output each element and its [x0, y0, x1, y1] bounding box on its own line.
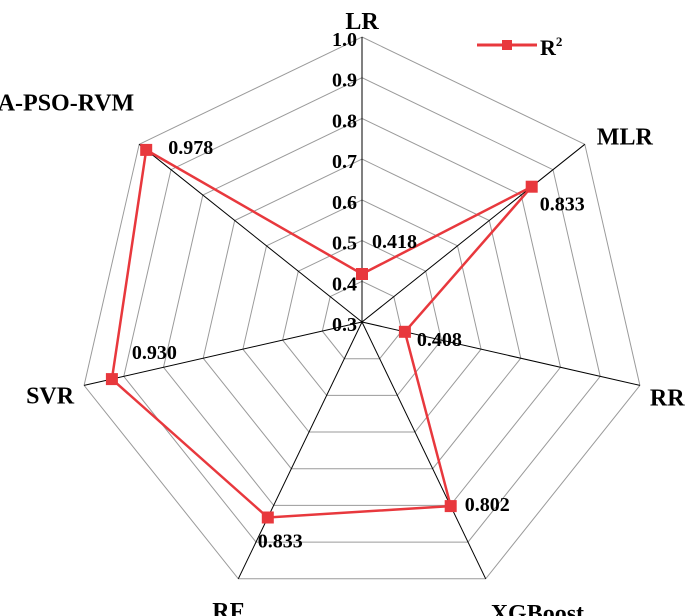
value-label-rr: 0.408: [417, 329, 462, 351]
legend-series-name: R: [540, 35, 557, 60]
value-label-rf: 0.833: [258, 531, 303, 553]
tick-label: 0.9: [332, 70, 357, 92]
category-label-svr: SVR: [26, 383, 75, 409]
spoke-rf: [237, 321, 363, 580]
data-point-rf: [261, 511, 274, 524]
spoke-xgboost: [361, 321, 487, 580]
legend: R2: [477, 34, 562, 60]
category-label-mlr: MLR: [597, 124, 654, 150]
data-point-svr: [105, 373, 118, 386]
data-point-mlr: [525, 180, 538, 193]
value-label-mlr: 0.833: [540, 194, 585, 216]
tick-label: 0.8: [332, 110, 357, 132]
tick-label: 0.7: [332, 151, 357, 173]
legend-marker: [502, 40, 512, 50]
grid-ring-0.5: [282, 240, 442, 396]
spoke-svr: [83, 321, 363, 386]
category-label-xgboost: XGBoost: [491, 601, 584, 616]
grid-ring-1.0: [83, 36, 641, 580]
tick-layer: 0.3 0.4 0.5 0.6 0.7 0.8 0.9 1.0: [332, 29, 357, 336]
grid-ring-0.8: [162, 117, 562, 506]
category-label-pca-pso-rvm: PCA-PSO-RVM: [0, 90, 134, 116]
tick-label: 0.3: [332, 314, 357, 336]
tick-label: 0.4: [332, 273, 357, 295]
spoke-layer: [83, 37, 641, 580]
data-point-xgboost: [444, 500, 457, 513]
value-label-svr: 0.930: [132, 342, 177, 364]
grid-ring-0.7: [202, 158, 522, 470]
tick-label: 0.6: [332, 192, 357, 214]
legend-series-superscript: 2: [556, 34, 563, 49]
data-point-rr: [398, 325, 411, 338]
grid-ring-0.9: [123, 77, 601, 543]
category-label-rr: RR: [650, 385, 685, 411]
grid-ring-0.6: [242, 199, 482, 433]
data-point-pca-pso-rvm: [140, 143, 153, 156]
value-label-xgboost: 0.802: [465, 494, 510, 516]
tick-label: 1.0: [332, 29, 357, 51]
data-point-lr: [356, 268, 368, 280]
category-label-lr: LR: [345, 9, 379, 35]
category-labels: LR MLR RR XGBoost RF SVR PCA-PSO-RVM: [0, 9, 685, 616]
legend-label: R2: [540, 34, 562, 60]
grid-layer: [83, 36, 641, 580]
series-line: [110, 147, 533, 519]
spoke-pca-pso-rvm: [138, 143, 363, 323]
tick-label: 0.5: [332, 233, 357, 255]
category-label-rf: RF: [212, 599, 244, 616]
value-label-lr: 0.418: [372, 231, 417, 253]
grid-ring-0.4: [321, 280, 403, 360]
series-layer: 0.418 0.833 0.408 0.802 0.833 0.930 0.978: [105, 137, 585, 553]
spoke-mlr: [361, 143, 586, 323]
value-label-pca-pso-rvm: 0.978: [168, 137, 213, 159]
